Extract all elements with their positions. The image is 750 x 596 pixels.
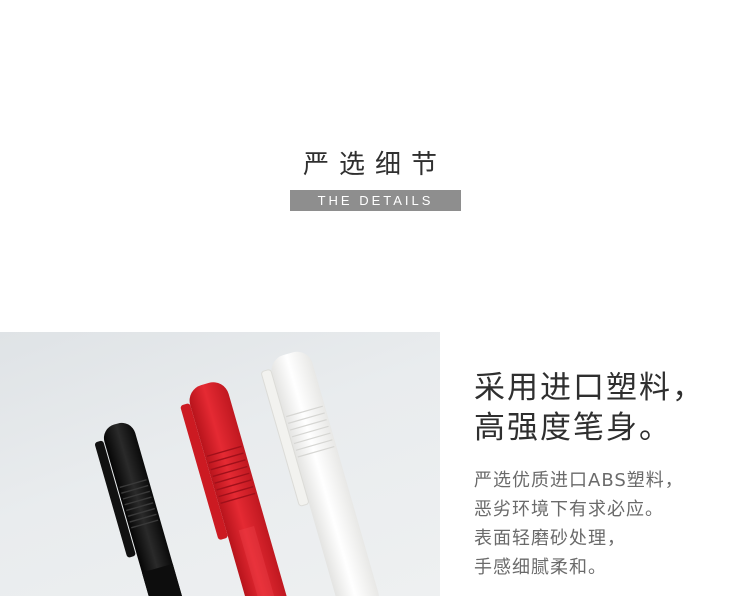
red-pen — [180, 382, 290, 596]
white-pen — [261, 351, 379, 596]
feature-text: 采用进口塑料， 高强度笔身。 严选优质进口ABS塑料， 恶劣环境下有求必应。 表… — [474, 368, 750, 582]
feature-headline: 采用进口塑料， 高强度笔身。 — [474, 368, 750, 448]
description-line: 手感细腻柔和。 — [474, 557, 607, 578]
black-pen — [95, 422, 198, 596]
description-line: 严选优质进口ABS塑料， — [474, 470, 684, 491]
headline-line: 高强度笔身。 — [474, 410, 672, 446]
headline-line: 采用进口塑料， — [474, 370, 705, 406]
feature-description: 严选优质进口ABS塑料， 恶劣环境下有求必应。 表面轻磨砂处理， 手感细腻柔和。 — [474, 466, 750, 582]
section-header: 严选细节 THE DETAILS — [290, 150, 461, 211]
section-title-en: THE DETAILS — [290, 190, 461, 211]
section-title-cn: 严选细节 — [302, 150, 447, 180]
product-photo — [0, 332, 440, 596]
description-line: 恶劣环境下有求必应。 — [474, 499, 664, 520]
description-line: 表面轻磨砂处理， — [474, 528, 626, 549]
